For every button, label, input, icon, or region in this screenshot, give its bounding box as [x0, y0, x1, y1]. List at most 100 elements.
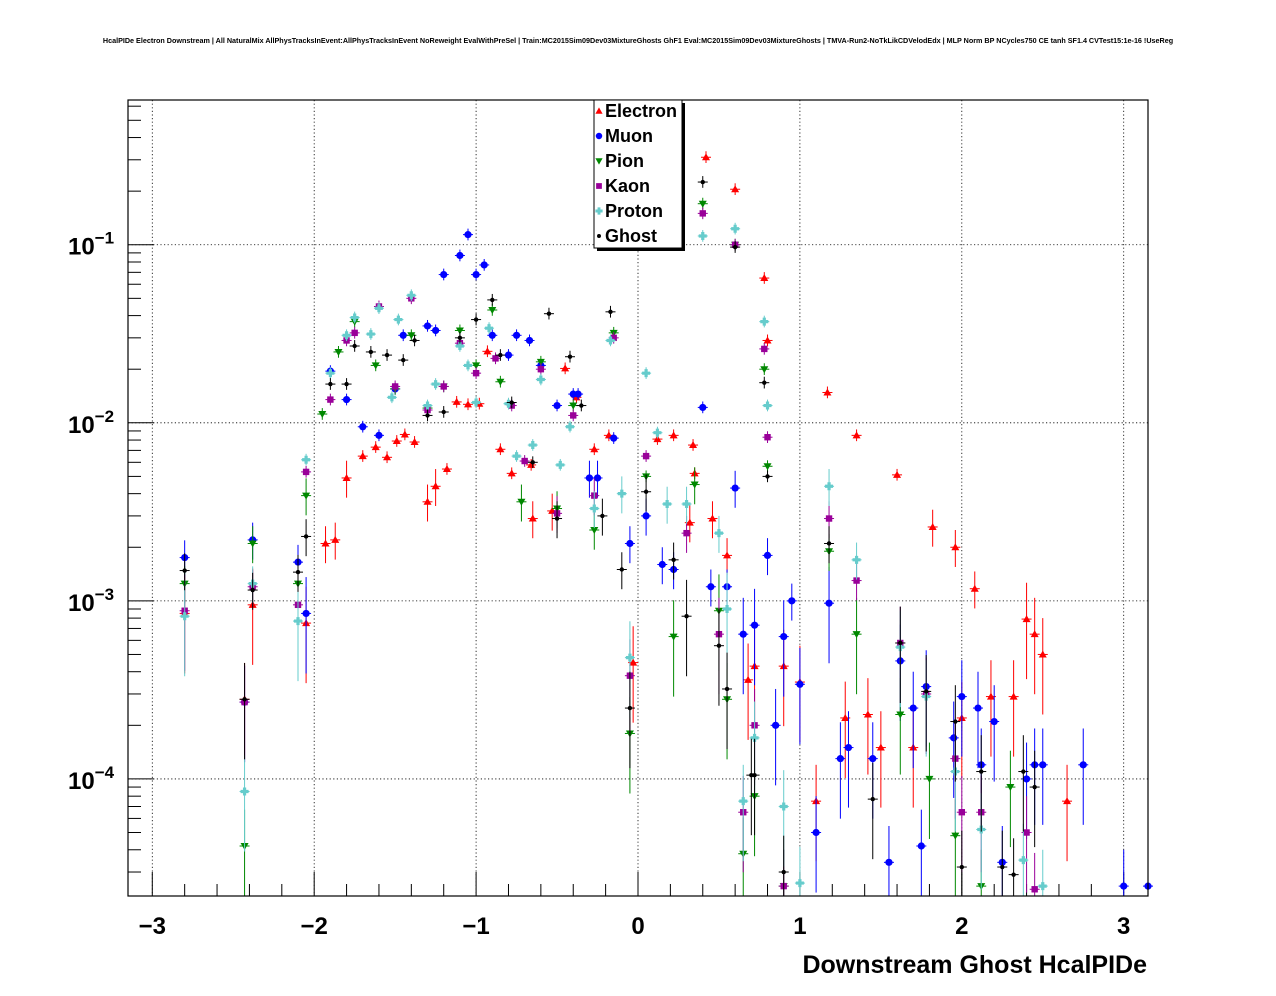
data-point-kaon	[391, 383, 399, 390]
data-point-muon	[836, 755, 844, 763]
x-tick-label: 1	[793, 913, 806, 940]
data-point-ghost	[441, 409, 446, 415]
data-point-kaon	[351, 329, 358, 337]
legend-marker-electron	[595, 107, 603, 114]
data-point-proton	[528, 441, 537, 450]
x-tick-label: −1	[462, 913, 489, 940]
data-point-proton	[723, 605, 732, 614]
data-point-electron	[528, 514, 537, 522]
data-point-ghost	[498, 352, 503, 358]
y-tick-label: 10−4	[68, 763, 115, 795]
legend-box	[593, 99, 683, 249]
data-point-proton	[423, 401, 432, 410]
data-point-proton	[617, 489, 626, 498]
data-point-proton	[1038, 882, 1047, 891]
data-point-ghost	[752, 772, 757, 778]
data-point-ghost	[473, 317, 479, 322]
y-tick-exponent: −3	[95, 585, 114, 604]
data-point-pion	[852, 631, 861, 639]
x-tick-label: 3	[1117, 913, 1130, 940]
data-point-ghost	[671, 557, 676, 563]
data-point-electron	[841, 713, 850, 721]
data-point-ghost	[567, 354, 573, 359]
data-point-kaon	[440, 383, 447, 390]
data-point-electron	[321, 539, 330, 547]
data-point-electron	[392, 437, 401, 445]
data-point-muon	[958, 692, 966, 701]
data-point-ghost	[953, 719, 958, 724]
x-tick-label: −2	[301, 913, 328, 940]
data-point-muon	[399, 331, 407, 339]
data-point-proton	[485, 324, 494, 333]
axis-ticks	[128, 105, 1125, 896]
data-point-muon	[359, 423, 367, 431]
data-point-ghost	[979, 769, 984, 774]
data-point-ghost	[826, 541, 832, 546]
data-point-proton	[763, 401, 772, 410]
data-point-kaon	[853, 577, 860, 584]
data-point-ghost	[242, 697, 247, 702]
data-point-ghost	[352, 343, 357, 349]
data-point-muon	[974, 704, 982, 712]
data-point-electron	[863, 710, 872, 718]
data-point-muon	[488, 331, 496, 339]
data-point-electron	[731, 185, 740, 193]
data-point-electron	[561, 364, 570, 372]
data-point-pion	[925, 775, 934, 783]
data-point-ghost	[328, 381, 333, 387]
data-point-ghost	[643, 489, 649, 494]
data-point-electron	[1022, 615, 1031, 623]
data-point-muon	[812, 828, 820, 837]
legend-marker-proton	[595, 207, 603, 215]
data-point-electron	[893, 470, 902, 478]
x-axis-labels: −3 −2 −1 0 1 2 3	[139, 913, 1131, 940]
data-point-electron	[702, 153, 710, 161]
legend-label: Pion	[605, 151, 644, 171]
data-point-ghost	[619, 567, 625, 572]
data-point-pion	[536, 358, 545, 366]
data-point-electron	[1030, 630, 1039, 638]
data-point-electron	[970, 584, 979, 592]
data-point-ghost	[368, 349, 374, 355]
data-point-muon	[739, 630, 747, 638]
data-point-electron	[496, 445, 505, 453]
data-point-kaon	[825, 515, 833, 522]
data-point-muon	[1039, 761, 1047, 769]
data-point-muon	[917, 842, 925, 850]
data-point-pion	[698, 200, 707, 208]
data-point-muon	[553, 401, 561, 410]
data-point-proton	[387, 393, 396, 402]
data-point-ghost	[923, 689, 929, 694]
data-point-muon	[825, 599, 833, 607]
data-point-muon	[472, 270, 480, 279]
data-point-proton	[1019, 856, 1028, 865]
data-point-pion	[472, 362, 481, 370]
data-point-muon	[1022, 775, 1031, 783]
data-point-electron	[442, 465, 451, 473]
y-tick-exponent: −1	[95, 229, 114, 248]
data-point-proton	[795, 879, 804, 888]
y-tick-base: 10	[68, 768, 95, 795]
data-point-pion	[760, 366, 769, 374]
data-point-electron	[986, 692, 995, 700]
y-tick-label: 10−3	[68, 585, 114, 617]
data-point-muon	[885, 858, 893, 866]
data-point-ghost	[344, 381, 349, 387]
data-point-muon	[610, 434, 618, 442]
data-point-electron	[951, 543, 960, 551]
data-point-kaon	[521, 457, 528, 465]
data-point-electron	[431, 482, 440, 490]
data-point-proton	[566, 422, 575, 431]
data-point-electron	[342, 473, 351, 481]
data-point-pion	[590, 527, 599, 535]
data-point-kaon	[570, 412, 577, 419]
data-point-ghost	[684, 614, 689, 619]
data-point-kaon	[1031, 886, 1038, 893]
data-point-ghost	[303, 534, 309, 539]
data-point-pion	[407, 332, 416, 340]
data-point-muon	[642, 512, 650, 520]
data-point-muon	[512, 331, 521, 339]
data-point-electron	[1038, 650, 1047, 658]
data-point-ghost	[457, 335, 463, 341]
